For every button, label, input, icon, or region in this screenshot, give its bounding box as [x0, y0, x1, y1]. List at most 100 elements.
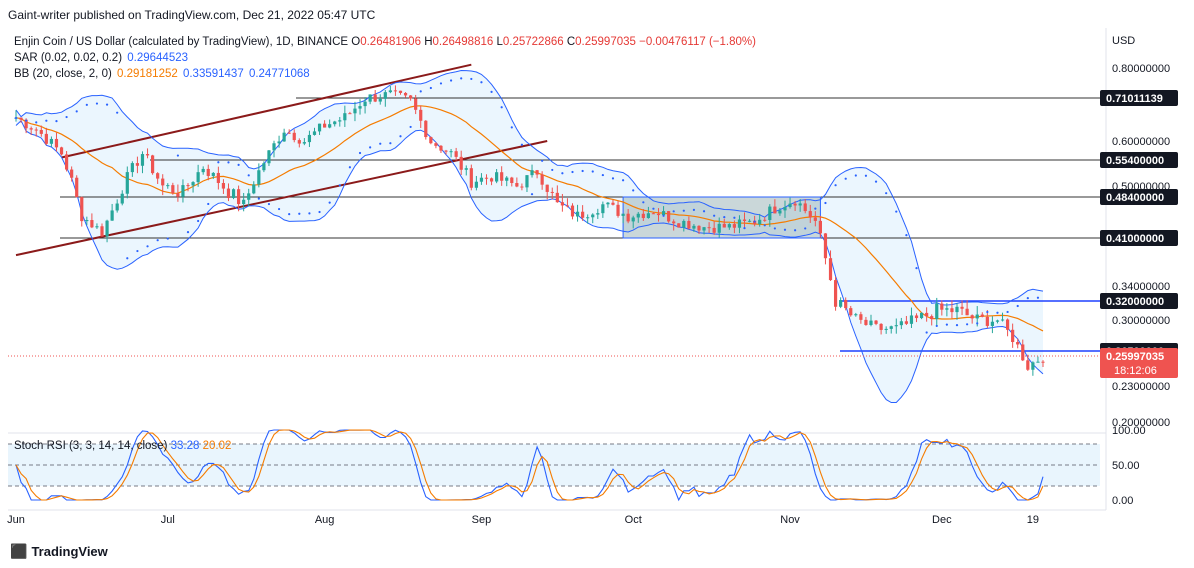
sar-dot — [945, 323, 948, 326]
price-axis[interactable]: 0.800000000.600000000.500000000.34000000… — [1100, 28, 1178, 510]
level-price-tag[interactable] — [1100, 152, 1178, 168]
candle-body — [717, 223, 721, 233]
sar-dot — [308, 212, 311, 215]
candle-body — [110, 210, 114, 221]
x-tick-label: 19 — [1027, 514, 1039, 526]
candle-body — [990, 321, 995, 326]
candle-body — [388, 90, 392, 93]
candle-body — [919, 312, 924, 319]
candle-body — [292, 132, 296, 141]
level-price-label: 0.71011139 — [1106, 93, 1163, 105]
candle-body — [823, 233, 828, 259]
candle-body — [287, 132, 291, 134]
sar-dot — [399, 135, 402, 138]
high-label: H — [424, 36, 433, 48]
sar-dot — [460, 77, 463, 80]
sar-dot — [277, 207, 281, 211]
sar-dot — [227, 161, 230, 164]
candle-body — [317, 123, 322, 132]
channel-upper-line[interactable] — [61, 63, 472, 159]
open-label: O — [351, 36, 361, 48]
sar-dot — [85, 103, 88, 106]
sar-dot — [429, 86, 432, 90]
sar-dot — [186, 231, 190, 234]
candle-body — [206, 168, 210, 176]
candle-body — [636, 213, 640, 218]
stoch-tick-label: 50.00 — [1112, 460, 1140, 472]
candle-body — [333, 121, 337, 125]
candle-body — [742, 219, 747, 221]
candle-body — [19, 117, 23, 120]
candle-body — [763, 219, 767, 221]
candle-body — [914, 315, 919, 319]
bollinger-basis-line — [15, 105, 1044, 332]
sar-dot — [672, 210, 675, 213]
candle-body — [414, 98, 418, 110]
level-price-tag[interactable] — [1100, 293, 1178, 309]
tradingview-logo[interactable]: ⬛ TradingView — [10, 543, 108, 560]
sar-dot — [955, 324, 959, 327]
candle-body — [869, 320, 873, 325]
sar-dot — [146, 245, 149, 248]
sar-dot — [318, 210, 321, 214]
close-label: C — [566, 36, 576, 48]
candle-body — [833, 280, 838, 307]
sar-dot — [358, 151, 362, 155]
candle-body — [348, 113, 352, 115]
candle-body — [707, 227, 711, 229]
candle-body — [29, 128, 33, 130]
sar-dot — [874, 180, 878, 183]
close-value: 0.25997035 — [575, 36, 636, 48]
sar-dot — [449, 79, 453, 82]
candle-body — [70, 169, 74, 178]
candle-body — [171, 185, 175, 194]
candle-body — [545, 184, 549, 192]
stoch-legend: Stoch RSI (3, 3, 14, 14, close) 33.28 20… — [14, 440, 231, 452]
channel-lower-line[interactable] — [15, 140, 548, 257]
last-price-label: 0.25997035 — [1106, 351, 1164, 363]
sar-dot — [105, 103, 109, 106]
sar-dot — [480, 81, 483, 84]
candle-body — [459, 156, 463, 170]
sar-dot — [571, 170, 574, 174]
candle-body — [596, 213, 600, 215]
sar-dot — [267, 202, 271, 206]
y-tick-label: 0.60000000 — [1112, 136, 1170, 148]
candle-body — [398, 90, 403, 93]
candle-body — [575, 211, 580, 217]
consolidation-box[interactable] — [622, 196, 821, 239]
stoch-rsi-pane[interactable] — [8, 429, 1100, 502]
level-price-tag[interactable] — [1100, 189, 1178, 205]
time-axis[interactable]: Jun Jul Aug Sep Oct Nov Dec 19 — [7, 509, 1106, 526]
level-price-tag[interactable] — [1100, 89, 1178, 106]
low-label: L — [496, 36, 503, 48]
candle-body — [100, 226, 104, 237]
sar-dot — [895, 210, 898, 213]
sar-dot — [844, 177, 847, 180]
level-price-tag[interactable] — [1100, 230, 1178, 246]
sar-value: 0.29644523 — [127, 52, 189, 64]
last-price-tag[interactable] — [1100, 348, 1178, 379]
candle-body — [1036, 361, 1040, 363]
sar-dot — [338, 184, 341, 187]
candle-body — [1021, 344, 1025, 361]
candle-body — [312, 131, 317, 135]
candle-body — [49, 138, 54, 144]
candle-body — [773, 206, 777, 214]
sar-dot — [116, 111, 119, 114]
candle-body — [626, 213, 630, 222]
candle-body — [661, 211, 666, 216]
candle-body — [34, 129, 38, 131]
candle-body — [221, 183, 226, 189]
candle-body — [444, 150, 448, 152]
sar-dot — [824, 201, 827, 205]
bb-label: BB (20, close, 2, 0) — [14, 68, 112, 80]
candle-body — [606, 202, 610, 205]
candle-body — [631, 217, 635, 222]
sar-dot — [207, 202, 210, 206]
sar-dot — [439, 82, 443, 85]
candle-body — [140, 154, 145, 166]
candle-body — [803, 203, 807, 212]
sar-dot — [176, 154, 179, 157]
